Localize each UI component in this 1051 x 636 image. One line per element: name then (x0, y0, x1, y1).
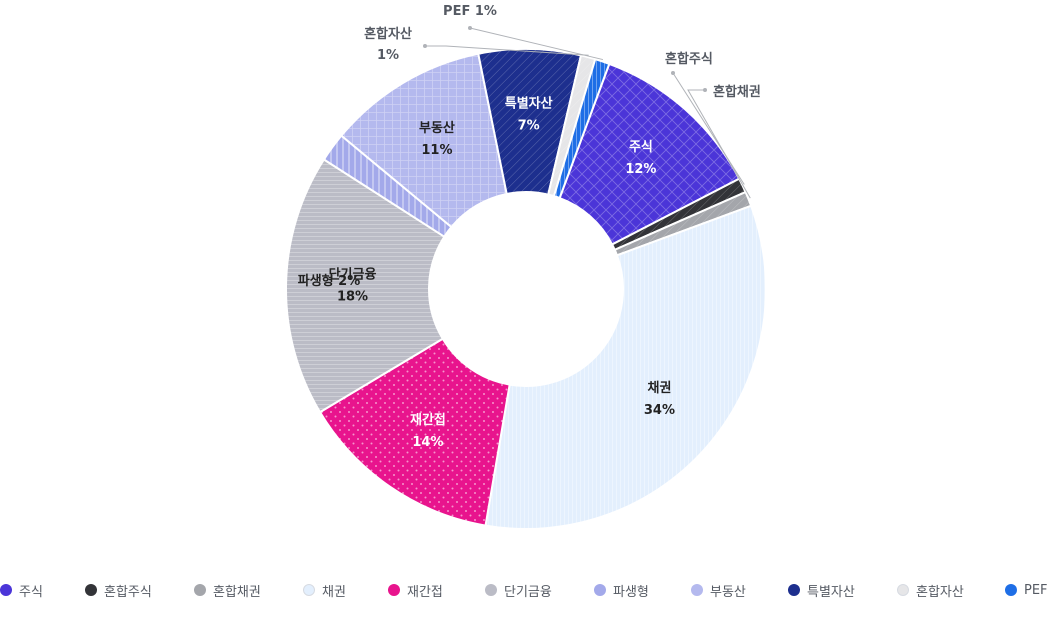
slice-label-주식: 주식 (629, 139, 653, 155)
legend-swatch-icon (303, 584, 315, 596)
legend-label: 단기금융 (504, 584, 552, 600)
legend-label: 특별자산 (807, 584, 855, 600)
legend-item[interactable]: 특별자산 (788, 580, 855, 600)
slice-label-PEF: PEF 1% (443, 4, 497, 19)
slice-label-혼합채권: 혼합채권 (713, 84, 761, 100)
slice-pct-재간접: 14% (412, 435, 443, 450)
legend-label: PEF (1024, 582, 1048, 598)
chart-legend: 주식 혼합주식 혼합채권 채권 재간접 단기금융 파생형 부동산 특별자산 혼합자산 PEF (0, 580, 1051, 600)
slice-label-파생형: 파생형 2% (298, 273, 360, 289)
legend-item[interactable]: 재간접 (388, 580, 443, 600)
leader-line-혼합자산 (425, 45, 589, 56)
legend-swatch-icon (388, 584, 400, 596)
leader-line-PEF (469, 27, 604, 61)
slice-PEF[interactable] (552, 57, 611, 200)
legend-item[interactable]: PEF (1005, 580, 1048, 600)
legend-swatch-icon (0, 584, 12, 596)
slice-재간접[interactable] (318, 337, 511, 527)
slice-pct-채권: 34% (644, 403, 675, 418)
slice-pct-부동산: 11% (421, 143, 452, 158)
legend-swatch-icon (788, 584, 800, 596)
slice-pct-혼합자산: 1% (377, 48, 399, 63)
slice-채권[interactable] (484, 204, 767, 530)
legend-swatch-icon (194, 584, 206, 596)
leader-dot-혼합자산 (423, 44, 427, 48)
legend-item[interactable]: 채권 (303, 580, 346, 600)
legend-item[interactable]: 주식 (0, 580, 43, 600)
legend-swatch-icon (85, 584, 97, 596)
slice-pct-단기금융: 18% (337, 289, 368, 304)
slice-label-재간접: 재간접 (410, 412, 446, 428)
legend-item[interactable]: 파생형 (594, 580, 649, 600)
slice-label-단기금융: 단기금융 (329, 266, 377, 282)
legend-label: 부동산 (710, 584, 746, 600)
legend-item[interactable]: 혼합자산 (897, 580, 964, 600)
legend-item[interactable]: 혼합주식 (85, 580, 152, 600)
legend-swatch-icon (1005, 584, 1017, 596)
legend-swatch-icon (897, 584, 909, 596)
leader-line-혼합주식 (672, 72, 745, 185)
slice-label-특별자산: 특별자산 (505, 96, 553, 112)
leader-dot-PEF (468, 26, 472, 30)
legend-label: 파생형 (613, 584, 649, 600)
leader-line-혼합채권 (687, 89, 751, 199)
slice-label-혼합자산: 혼합자산 (364, 26, 412, 42)
legend-swatch-icon (691, 584, 703, 596)
legend-swatch-icon (594, 584, 606, 596)
leader-dot-혼합주식 (671, 71, 675, 75)
legend-label: 주식 (19, 584, 43, 600)
legend-label: 재간접 (407, 584, 443, 600)
legend-item[interactable]: 혼합채권 (194, 580, 261, 600)
legend-label: 혼합주식 (104, 584, 152, 600)
legend-item[interactable]: 부동산 (691, 580, 746, 600)
slice-label-혼합주식: 혼합주식 (665, 51, 713, 67)
legend-label: 혼합자산 (916, 584, 964, 600)
legend-swatch-icon (485, 584, 497, 596)
slice-label-부동산: 부동산 (419, 120, 455, 136)
legend-label: 채권 (322, 584, 346, 600)
slice-pct-특별자산: 7% (518, 119, 540, 134)
slice-pct-주식: 12% (625, 162, 656, 177)
legend-label: 혼합채권 (213, 584, 261, 600)
leader-dot-혼합채권 (703, 88, 707, 92)
slice-단기금융[interactable] (285, 158, 446, 414)
slice-label-채권: 채권 (648, 381, 672, 396)
legend-item[interactable]: 단기금융 (485, 580, 552, 600)
